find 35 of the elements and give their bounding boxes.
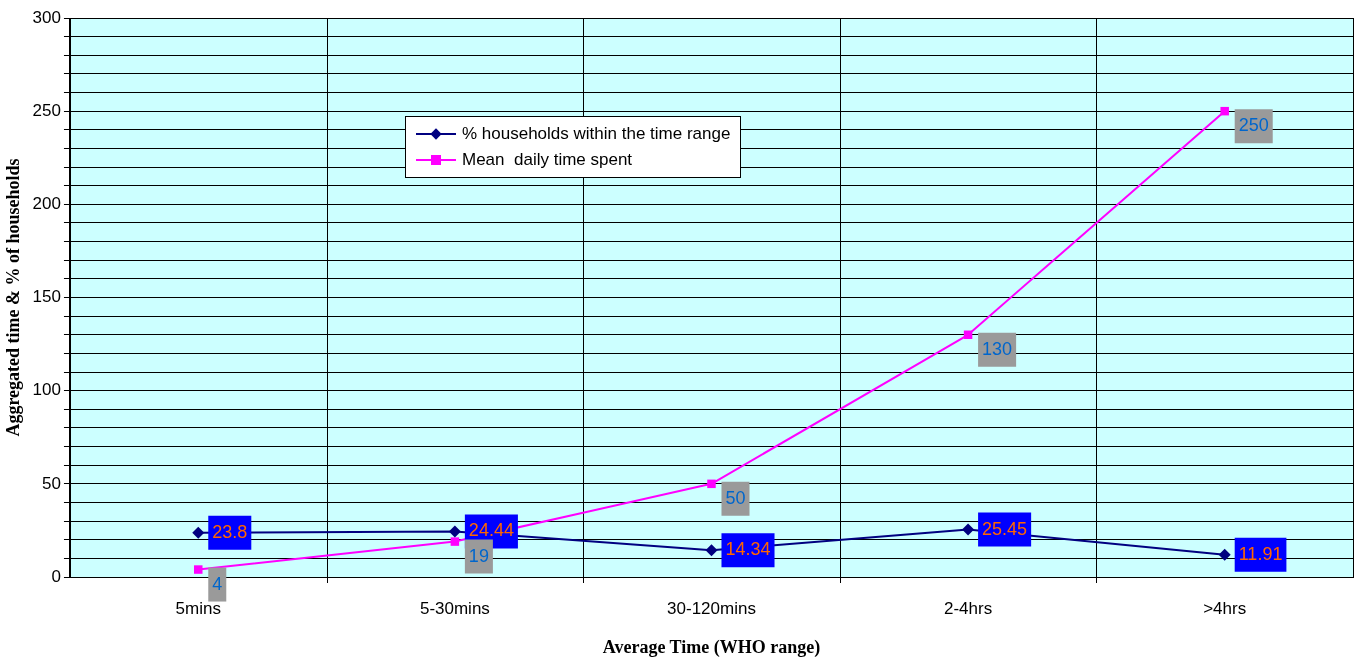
point [450,537,460,546]
data-label: 250 [1238,115,1269,136]
y-tick-label: 50 [42,473,61,493]
data-label: 11.91 [1238,543,1283,564]
x-axis-title: Average Time (WHO range) [602,636,821,658]
data-label: 19 [468,545,489,566]
x-tick-label: 5-30mins [419,598,490,618]
y-tick-label: 0 [51,566,61,586]
data-label: 4 [212,573,223,594]
y-tick-label: 100 [32,380,61,400]
x-tick-label: 5mins [175,598,221,618]
point [962,523,975,536]
y-tick-label: 300 [32,7,61,27]
legend-label: % households within the time range [462,123,731,145]
y-axis-title: Aggregated time & % of households [3,158,24,437]
data-label: 130 [982,338,1013,359]
data-label: 23.8 [212,521,248,542]
data-label: 24.44 [468,520,514,541]
y-tick-label: 250 [32,100,61,120]
y-tick-label: 200 [32,194,61,214]
point [707,479,716,489]
data-label: 50 [725,487,746,508]
point [192,526,205,539]
x-tick-label: 30-120mins [667,598,756,618]
x-tick-label: >4hrs [1203,598,1247,618]
point [448,525,461,538]
data-label: 25.45 [982,518,1028,539]
legend-label: Mean daily time spent [462,149,633,171]
y-tick-label: 150 [32,287,61,307]
point [705,544,718,557]
point [1218,548,1231,561]
point [194,565,203,574]
point [1220,106,1229,116]
data-label: 14.34 [725,539,771,560]
x-tick-label: 2-4hrs [944,598,993,618]
